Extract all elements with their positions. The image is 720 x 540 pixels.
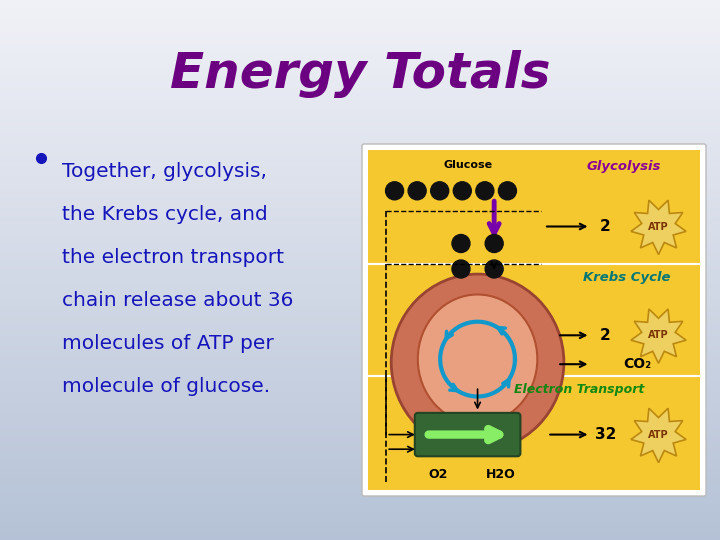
Bar (368, 150, 700, 490)
Text: Krebs Cycle: Krebs Cycle (583, 271, 671, 284)
FancyBboxPatch shape (362, 144, 706, 496)
Text: chain release about 36: chain release about 36 (62, 291, 293, 310)
Polygon shape (631, 200, 686, 254)
Text: the electron transport: the electron transport (62, 248, 284, 267)
Circle shape (408, 182, 426, 200)
Text: 2: 2 (600, 219, 611, 234)
Text: molecules of ATP per: molecules of ATP per (62, 334, 274, 353)
Circle shape (485, 260, 503, 278)
Text: ATP: ATP (648, 221, 669, 232)
Circle shape (498, 182, 516, 200)
Circle shape (452, 260, 470, 278)
Polygon shape (631, 408, 686, 463)
Text: Glycolysis: Glycolysis (587, 160, 661, 173)
Text: Electron Transport: Electron Transport (513, 383, 644, 396)
Ellipse shape (418, 294, 537, 424)
Text: 2: 2 (600, 328, 611, 343)
Circle shape (386, 182, 403, 200)
Text: Glucose: Glucose (443, 160, 492, 170)
Polygon shape (631, 309, 686, 363)
Circle shape (485, 234, 503, 253)
Ellipse shape (391, 274, 564, 451)
Circle shape (454, 182, 472, 200)
Text: the Krebs cycle, and: the Krebs cycle, and (62, 205, 268, 224)
Circle shape (452, 234, 470, 253)
Text: ATP: ATP (648, 430, 669, 440)
Text: molecule of glucose.: molecule of glucose. (62, 377, 270, 396)
Text: 32: 32 (595, 427, 616, 442)
Text: ATP: ATP (648, 330, 669, 340)
Circle shape (431, 182, 449, 200)
Text: CO₂: CO₂ (623, 357, 651, 371)
Text: Together, glycolysis,: Together, glycolysis, (62, 162, 267, 181)
FancyBboxPatch shape (415, 413, 521, 456)
Text: Energy Totals: Energy Totals (170, 50, 550, 98)
Circle shape (476, 182, 494, 200)
Text: O2: O2 (428, 468, 447, 481)
Text: H2O: H2O (486, 468, 516, 481)
